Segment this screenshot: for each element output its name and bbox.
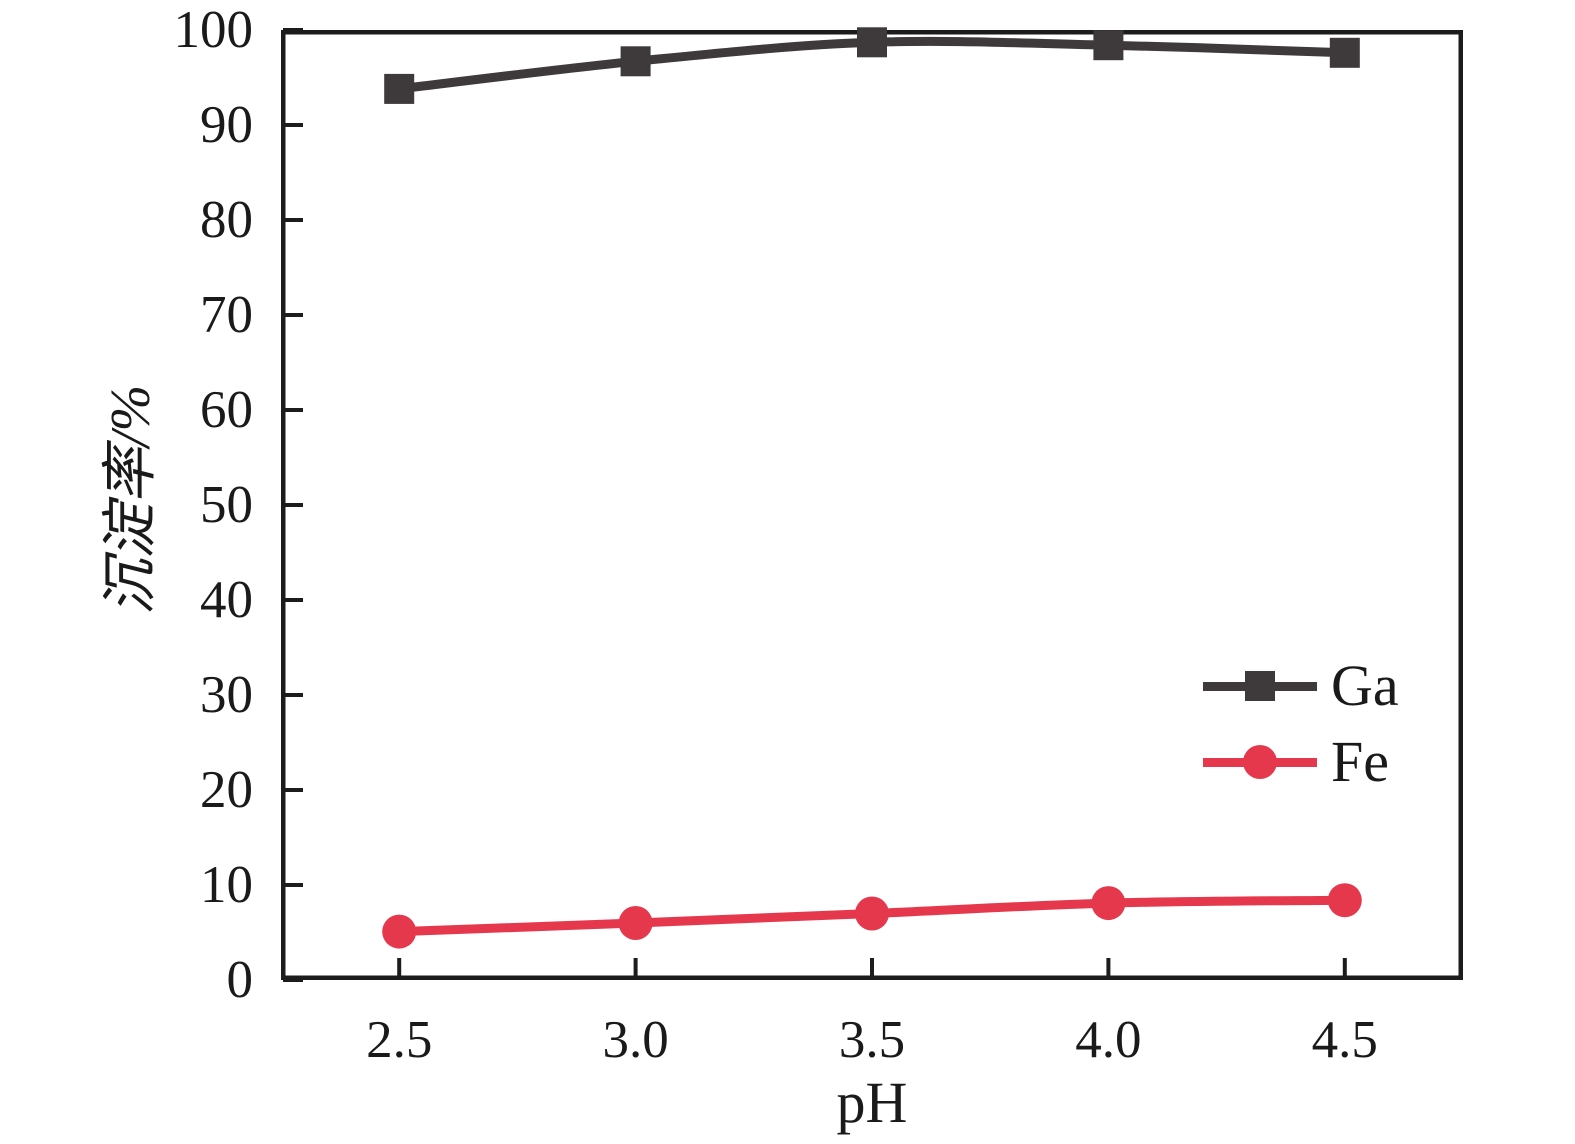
ga-data-point [1093,30,1124,61]
legend-item-fe: Fe [1203,724,1399,800]
axes-frame [281,30,1463,980]
y-tick-label: 10 [200,856,253,914]
ga-data-point [857,27,887,58]
ga-data-point [384,73,415,104]
fe-series-swatch [1203,742,1317,782]
legend-label-fe: Fe [1331,729,1389,794]
fe-circle-marker-icon [1243,745,1277,779]
y-tick-label: 50 [200,476,253,534]
x-tick-label: 4.0 [1075,1011,1142,1069]
x-axis-title: pH [836,1070,908,1135]
legend: Ga Fe [1203,648,1399,800]
legend-label-ga: Ga [1331,653,1399,718]
y-tick-label: 90 [200,96,253,154]
y-tick-label: 40 [200,571,253,629]
ga-series-swatch [1203,666,1317,706]
y-tick-label: 0 [226,951,254,1009]
x-tick-label: 2.5 [366,1011,433,1069]
y-tick-label: 80 [200,191,253,249]
y-tick-label: 60 [200,381,253,439]
y-tick-label: 70 [200,286,253,344]
legend-item-ga: Ga [1203,648,1399,724]
x-tick-label: 4.5 [1311,1011,1378,1069]
fe-data-point [382,914,417,949]
fe-data-point [1091,886,1126,921]
ga-data-point [1329,37,1360,68]
x-tick-label: 3.5 [838,1011,906,1069]
ga-square-marker-icon [1245,671,1275,701]
fe-data-point [1327,883,1362,918]
y-tick-label: 20 [200,761,253,819]
y-axis-title: 沉淀率/% [100,384,162,616]
fe-data-point [855,896,889,931]
y-tick-label: 100 [173,1,254,59]
y-tick-label: 30 [200,666,253,724]
fe-data-point [618,906,653,940]
ga-data-point [620,46,651,77]
x-tick-label: 3.0 [602,1011,669,1069]
